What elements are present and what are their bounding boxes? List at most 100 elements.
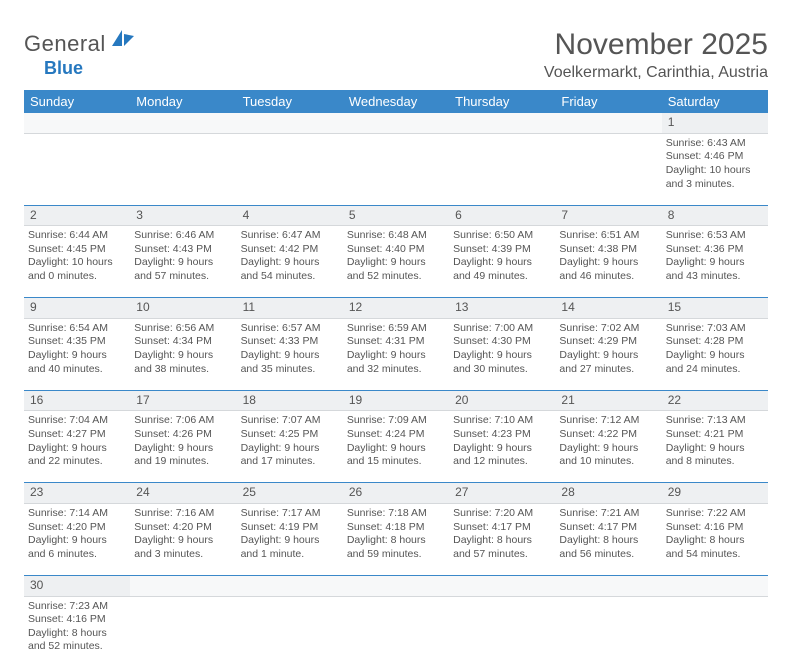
sunrise-line: Sunrise: 7:03 AM (666, 322, 764, 336)
calendar-body: 1 Sunrise: 6:43 AMSunset: 4:46 PMDayligh… (24, 113, 768, 668)
day-cell: Sunrise: 7:06 AMSunset: 4:26 PMDaylight:… (130, 411, 236, 483)
day-number-cell (24, 113, 130, 133)
sunset-line: Sunset: 4:34 PM (134, 335, 232, 349)
daynum-row: 23242526272829 (24, 483, 768, 504)
day-cell: Sunrise: 7:18 AMSunset: 4:18 PMDaylight:… (343, 503, 449, 575)
day-cell: Sunrise: 7:00 AMSunset: 4:30 PMDaylight:… (449, 318, 555, 390)
day-number-cell (343, 575, 449, 596)
day-cell (24, 133, 130, 205)
daylight-line: Daylight: 9 hours and 43 minutes. (666, 256, 764, 283)
sunset-line: Sunset: 4:43 PM (134, 243, 232, 257)
sunrise-line: Sunrise: 7:20 AM (453, 507, 551, 521)
daylight-line: Daylight: 10 hours and 0 minutes. (28, 256, 126, 283)
day-cell: Sunrise: 7:12 AMSunset: 4:22 PMDaylight:… (555, 411, 661, 483)
day-cell (130, 596, 236, 668)
sunset-line: Sunset: 4:35 PM (28, 335, 126, 349)
day-number-cell: 16 (24, 390, 130, 411)
daylight-line: Daylight: 9 hours and 22 minutes. (28, 442, 126, 469)
weekday-header: Friday (555, 90, 661, 113)
daylight-line: Daylight: 9 hours and 12 minutes. (453, 442, 551, 469)
sunrise-line: Sunrise: 7:17 AM (241, 507, 339, 521)
sunset-line: Sunset: 4:42 PM (241, 243, 339, 257)
sunrise-line: Sunrise: 6:59 AM (347, 322, 445, 336)
week-row: Sunrise: 7:04 AMSunset: 4:27 PMDaylight:… (24, 411, 768, 483)
daylight-line: Daylight: 9 hours and 15 minutes. (347, 442, 445, 469)
day-number-cell: 5 (343, 205, 449, 226)
day-cell: Sunrise: 7:23 AMSunset: 4:16 PMDaylight:… (24, 596, 130, 668)
week-row: Sunrise: 6:54 AMSunset: 4:35 PMDaylight:… (24, 318, 768, 390)
day-cell (555, 596, 661, 668)
day-number-cell: 9 (24, 298, 130, 319)
day-number-cell (130, 575, 236, 596)
day-cell: Sunrise: 6:47 AMSunset: 4:42 PMDaylight:… (237, 226, 343, 298)
day-number-cell: 26 (343, 483, 449, 504)
daynum-row: 9101112131415 (24, 298, 768, 319)
day-number-cell (449, 113, 555, 133)
sunrise-line: Sunrise: 7:13 AM (666, 414, 764, 428)
sunset-line: Sunset: 4:25 PM (241, 428, 339, 442)
day-cell: Sunrise: 6:50 AMSunset: 4:39 PMDaylight:… (449, 226, 555, 298)
sunset-line: Sunset: 4:27 PM (28, 428, 126, 442)
sunset-line: Sunset: 4:29 PM (559, 335, 657, 349)
sunset-line: Sunset: 4:19 PM (241, 521, 339, 535)
daynum-row: 16171819202122 (24, 390, 768, 411)
day-number-cell: 13 (449, 298, 555, 319)
day-number-cell: 30 (24, 575, 130, 596)
sunset-line: Sunset: 4:36 PM (666, 243, 764, 257)
day-number-cell: 14 (555, 298, 661, 319)
sunrise-line: Sunrise: 7:14 AM (28, 507, 126, 521)
day-number-cell: 6 (449, 205, 555, 226)
daylight-line: Daylight: 9 hours and 32 minutes. (347, 349, 445, 376)
day-cell: Sunrise: 7:13 AMSunset: 4:21 PMDaylight:… (662, 411, 768, 483)
sunset-line: Sunset: 4:18 PM (347, 521, 445, 535)
weekday-header: Tuesday (237, 90, 343, 113)
weekday-header: Monday (130, 90, 236, 113)
day-cell (555, 133, 661, 205)
title-block: November 2025 Voelkermarkt, Carinthia, A… (544, 28, 768, 82)
day-cell: Sunrise: 6:59 AMSunset: 4:31 PMDaylight:… (343, 318, 449, 390)
daylight-line: Daylight: 9 hours and 52 minutes. (347, 256, 445, 283)
day-cell: Sunrise: 6:53 AMSunset: 4:36 PMDaylight:… (662, 226, 768, 298)
weekday-header: Saturday (662, 90, 768, 113)
sunrise-line: Sunrise: 7:12 AM (559, 414, 657, 428)
daylight-line: Daylight: 9 hours and 8 minutes. (666, 442, 764, 469)
sunrise-line: Sunrise: 7:06 AM (134, 414, 232, 428)
day-cell: Sunrise: 7:17 AMSunset: 4:19 PMDaylight:… (237, 503, 343, 575)
day-number-cell (237, 113, 343, 133)
daylight-line: Daylight: 9 hours and 17 minutes. (241, 442, 339, 469)
day-cell: Sunrise: 7:16 AMSunset: 4:20 PMDaylight:… (130, 503, 236, 575)
day-cell: Sunrise: 7:10 AMSunset: 4:23 PMDaylight:… (449, 411, 555, 483)
day-cell: Sunrise: 7:14 AMSunset: 4:20 PMDaylight:… (24, 503, 130, 575)
weekday-header: Sunday (24, 90, 130, 113)
daynum-row: 30 (24, 575, 768, 596)
day-number-cell: 8 (662, 205, 768, 226)
day-number-cell: 3 (130, 205, 236, 226)
week-row: Sunrise: 6:44 AMSunset: 4:45 PMDaylight:… (24, 226, 768, 298)
daylight-line: Daylight: 9 hours and 54 minutes. (241, 256, 339, 283)
logo-text-2: Blue (44, 58, 83, 78)
sunrise-line: Sunrise: 7:00 AM (453, 322, 551, 336)
day-number-cell (555, 575, 661, 596)
sunset-line: Sunset: 4:23 PM (453, 428, 551, 442)
day-number-cell: 23 (24, 483, 130, 504)
sunrise-line: Sunrise: 7:07 AM (241, 414, 339, 428)
day-cell (449, 596, 555, 668)
day-number-cell (343, 113, 449, 133)
sunset-line: Sunset: 4:17 PM (453, 521, 551, 535)
daylight-line: Daylight: 9 hours and 6 minutes. (28, 534, 126, 561)
daylight-line: Daylight: 8 hours and 52 minutes. (28, 627, 126, 654)
day-cell: Sunrise: 7:03 AMSunset: 4:28 PMDaylight:… (662, 318, 768, 390)
logo: General (24, 28, 138, 57)
weekday-header: Thursday (449, 90, 555, 113)
day-number-cell: 17 (130, 390, 236, 411)
daylight-line: Daylight: 9 hours and 35 minutes. (241, 349, 339, 376)
day-number-cell (449, 575, 555, 596)
sunset-line: Sunset: 4:16 PM (28, 613, 126, 627)
day-number-cell: 29 (662, 483, 768, 504)
sail-icon (110, 28, 136, 53)
day-cell: Sunrise: 6:46 AMSunset: 4:43 PMDaylight:… (130, 226, 236, 298)
day-cell: Sunrise: 6:44 AMSunset: 4:45 PMDaylight:… (24, 226, 130, 298)
day-number-cell (237, 575, 343, 596)
day-cell (343, 596, 449, 668)
sunset-line: Sunset: 4:22 PM (559, 428, 657, 442)
